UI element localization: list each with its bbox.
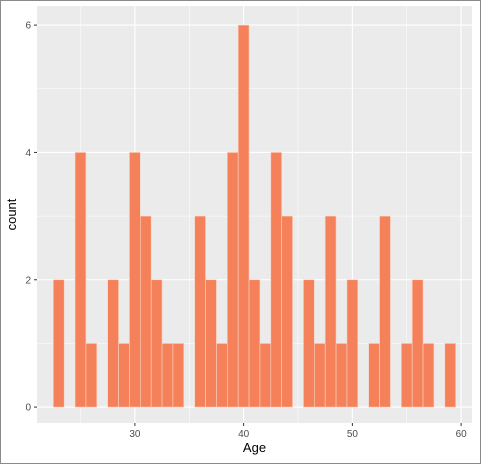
minor-gridlines: [37, 6, 472, 423]
x-axis-title: Age: [243, 440, 266, 455]
histogram-bar: [270, 152, 282, 408]
histogram-bar: [216, 343, 228, 408]
histogram-bar: [107, 279, 119, 408]
histogram-bar: [335, 343, 348, 408]
histogram-bar: [401, 343, 413, 408]
y-tick-label: 2: [25, 275, 31, 286]
x-tick-label: 40: [238, 429, 250, 440]
histogram-bar: [444, 343, 456, 408]
x-tick-label: 60: [456, 429, 468, 440]
histogram-bar: [161, 343, 174, 408]
histogram-bar: [411, 279, 424, 408]
histogram-bar: [248, 279, 261, 408]
histogram-bar: [140, 215, 152, 408]
x-tick-label: 50: [347, 429, 359, 440]
bars: [53, 24, 456, 408]
histogram-bar: [129, 152, 141, 408]
histogram-bar: [205, 279, 217, 408]
histogram-bar: [85, 343, 98, 408]
histogram-bar: [422, 343, 435, 408]
histogram-bar: [346, 279, 359, 408]
histogram-bar: [118, 343, 130, 408]
histogram-bar: [150, 279, 163, 408]
y-axis-title: count: [4, 198, 19, 230]
histogram-bar: [281, 215, 293, 408]
y-tick-label: 6: [25, 21, 31, 32]
histogram-bar: [314, 343, 326, 408]
histogram-bar: [194, 215, 206, 408]
y-tick-label: 0: [25, 403, 31, 414]
histogram-bar: [237, 24, 250, 408]
histogram-bar: [53, 279, 65, 408]
y-axis-ticks: 0 2 4 6: [25, 21, 37, 414]
x-axis-ticks: 30 40 50 60: [129, 423, 467, 440]
y-tick-label: 4: [25, 148, 31, 159]
histogram-bar: [324, 215, 337, 408]
histogram-bar: [227, 152, 239, 408]
histogram-bar: [74, 152, 87, 408]
histogram-bar: [172, 343, 185, 408]
histogram-bar: [303, 279, 315, 408]
histogram-bar: [379, 215, 391, 408]
histogram-bar: [259, 343, 272, 408]
x-tick-label: 30: [129, 429, 141, 440]
histogram-bar: [368, 343, 380, 408]
